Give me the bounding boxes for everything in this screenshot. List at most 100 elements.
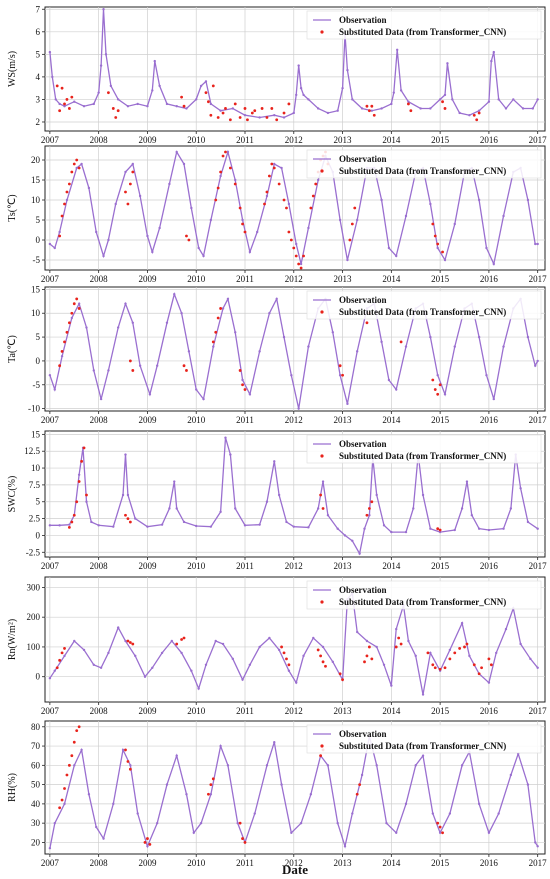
substituted-point xyxy=(63,340,66,344)
substituted-point xyxy=(438,383,442,387)
substituted-point xyxy=(114,116,118,119)
substituted-point xyxy=(126,202,130,206)
observation-point xyxy=(97,91,100,94)
substituted-point xyxy=(77,166,81,170)
observation-point xyxy=(143,675,147,678)
observation-point xyxy=(275,297,278,301)
substituted-point xyxy=(107,91,110,95)
observation-point xyxy=(90,520,93,524)
x-tick-label: 2015 xyxy=(431,561,450,571)
observation-point xyxy=(280,166,283,170)
observation-point xyxy=(219,510,222,514)
observation-point xyxy=(258,645,261,649)
observation-point xyxy=(446,62,449,65)
x-tick-label: 2010 xyxy=(187,858,206,868)
observation-point xyxy=(429,335,432,339)
substituted-point xyxy=(426,651,430,655)
observation-point xyxy=(241,378,244,382)
observation-point xyxy=(53,669,56,672)
observation-point xyxy=(99,64,103,67)
observation-point xyxy=(85,326,88,329)
x-tick-label: 2014 xyxy=(382,135,401,145)
observation-point xyxy=(175,507,178,510)
observation-point xyxy=(465,480,469,483)
substituted-point xyxy=(63,102,66,106)
observation-point xyxy=(175,754,178,757)
substituted-point xyxy=(365,654,369,658)
substituted-point xyxy=(363,660,366,664)
y-tick-label: 5 xyxy=(36,497,41,507)
observation-point xyxy=(265,194,269,198)
substituted-point xyxy=(221,154,225,158)
x-tick-label: 2011 xyxy=(236,561,254,571)
observation-point xyxy=(58,230,61,234)
observation-point xyxy=(102,8,105,11)
observation-point xyxy=(453,528,456,532)
x-tick-label: 2012 xyxy=(285,561,303,571)
observation-point xyxy=(351,98,354,101)
substituted-point xyxy=(180,95,183,99)
substituted-point xyxy=(180,638,183,641)
substituted-point xyxy=(58,109,62,113)
observation-point xyxy=(112,802,115,806)
observation-point xyxy=(468,654,471,658)
observation-point xyxy=(92,663,95,666)
observation-point xyxy=(85,500,88,503)
observation-point xyxy=(75,166,78,170)
observation-point xyxy=(429,202,432,206)
substituted-point xyxy=(370,104,374,108)
observation-point xyxy=(160,651,164,655)
substituted-point xyxy=(221,111,225,115)
substituted-point xyxy=(321,660,325,664)
substituted-point xyxy=(75,158,79,162)
observation-point xyxy=(221,642,225,646)
x-tick-label: 2014 xyxy=(382,858,401,868)
y-tick-label: 7.5 xyxy=(29,480,41,490)
observation-point xyxy=(73,639,76,643)
substituted-point xyxy=(302,254,305,258)
substituted-point xyxy=(72,302,76,306)
legend-observation-label: Observation xyxy=(339,439,387,449)
observation-point xyxy=(526,783,530,786)
observation-point xyxy=(190,669,193,672)
legend-box xyxy=(306,290,542,320)
observation-point xyxy=(107,369,110,372)
observation-point xyxy=(219,174,222,178)
observation-point xyxy=(438,530,442,534)
substituted-point xyxy=(441,100,444,104)
observation-point xyxy=(114,202,117,206)
substituted-point xyxy=(70,170,74,174)
legend-box xyxy=(306,724,542,754)
observation-point xyxy=(492,262,495,266)
legend-substituted-swatch xyxy=(320,454,324,458)
y-tick-label: 15 xyxy=(31,284,41,294)
observation-point xyxy=(321,480,325,483)
x-tick-label: 2008 xyxy=(90,706,109,716)
substituted-point xyxy=(207,792,210,796)
observation-point xyxy=(375,764,378,767)
x-tick-label: 2013 xyxy=(334,706,353,716)
observation-point xyxy=(387,246,391,250)
substituted-point xyxy=(67,763,71,767)
observation-point xyxy=(390,530,393,534)
observation-point xyxy=(87,186,91,190)
legend-observation-label: Observation xyxy=(339,295,387,305)
observation-point xyxy=(277,648,281,652)
substituted-point xyxy=(70,520,74,524)
substituted-point xyxy=(353,206,357,210)
x-tick-label: 2008 xyxy=(90,415,109,425)
substituted-point xyxy=(128,767,132,771)
substituted-point xyxy=(214,330,218,334)
substituted-point xyxy=(370,500,374,504)
observation-point xyxy=(312,636,315,640)
observation-point xyxy=(504,107,508,110)
substituted-point xyxy=(280,645,283,649)
substituted-point xyxy=(341,373,344,377)
observation-point xyxy=(346,258,349,262)
observation-point xyxy=(241,678,244,681)
observation-point xyxy=(407,100,410,103)
observation-point xyxy=(399,89,403,92)
y-axis-label: Ts(℃) xyxy=(7,194,18,221)
observation-point xyxy=(287,202,291,206)
observation-point xyxy=(382,524,386,527)
